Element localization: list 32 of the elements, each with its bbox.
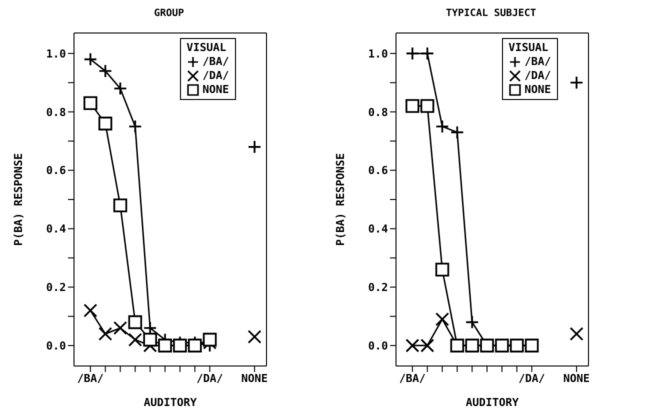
legend-label: /BA/ — [202, 55, 229, 69]
x-tick-label: /DA/ — [518, 372, 546, 385]
legend-label: /DA/ — [524, 69, 551, 83]
legend-label: NONE — [202, 83, 229, 97]
x-axis-title: AUDITORY — [144, 396, 198, 409]
y-tick-label: 0.8 — [368, 106, 388, 119]
legend-title: VISUAL — [186, 41, 228, 55]
y-tick-label: 1.0 — [46, 47, 66, 60]
y-tick-label: 0.2 — [368, 281, 388, 294]
x-tick-label: /BA/ — [399, 372, 426, 385]
y-tick-label: 0.6 — [368, 164, 388, 178]
legend-label: /BA/ — [524, 55, 551, 69]
x-tick-label: NONE — [241, 372, 268, 385]
y-tick-label: 0.8 — [46, 106, 66, 119]
y-axis-title: P(BA) RESPONSE — [334, 153, 347, 246]
y-tick-label: 0.4 — [368, 222, 388, 236]
y-tick-label: 0.0 — [368, 339, 388, 352]
y-tick-label: 0.6 — [46, 164, 66, 178]
y-tick-label: 1.0 — [368, 47, 388, 60]
y-tick-label: 0.4 — [46, 222, 66, 236]
x-tick-label: /BA/ — [77, 372, 104, 385]
chart-title: TYPICAL SUBJECT — [444, 8, 538, 21]
chart-title: GROUP — [152, 8, 186, 21]
y-axis-title: P(BA) RESPONSE — [12, 153, 25, 246]
y-tick-label: 0.2 — [46, 281, 66, 294]
x-tick-label: /DA/ — [196, 372, 224, 385]
x-tick-label: NONE — [563, 372, 590, 385]
legend-label: NONE — [524, 83, 551, 97]
y-tick-label: 0.0 — [46, 339, 66, 352]
legend-title: VISUAL — [508, 41, 550, 55]
legend-label: /DA/ — [202, 69, 229, 83]
x-axis-title: AUDITORY — [466, 396, 520, 409]
